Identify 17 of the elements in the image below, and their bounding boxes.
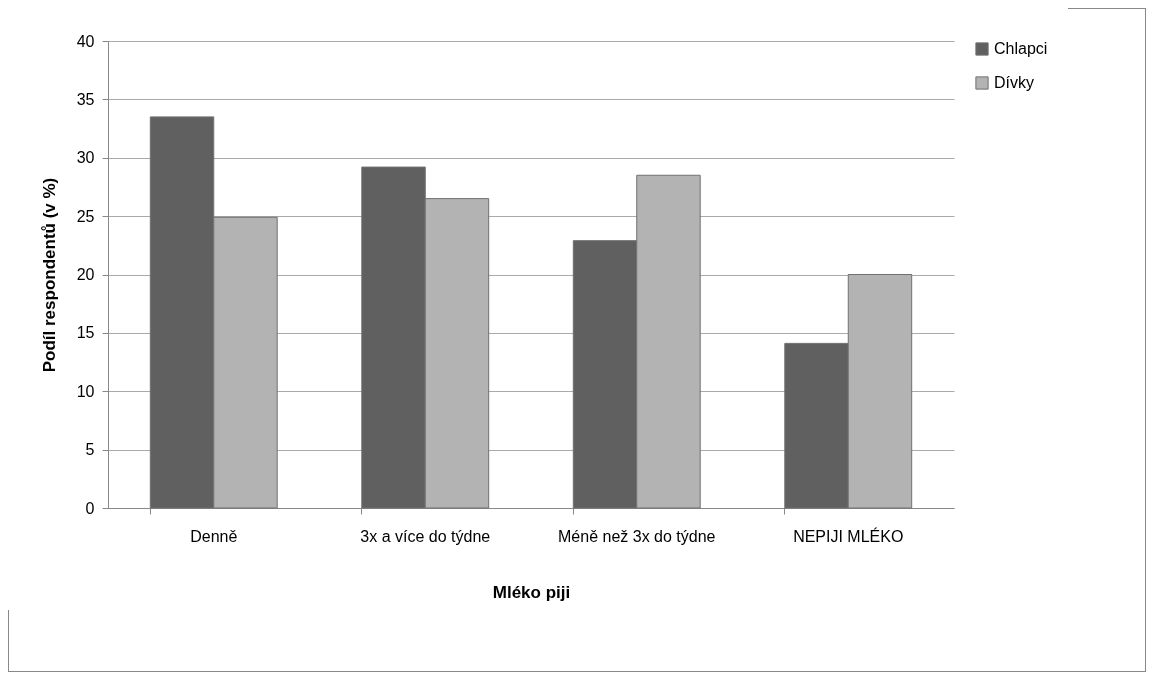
y-axis-title: Podíl respondentů (v %) — [39, 177, 59, 373]
x-axis-title: Mléko piji — [492, 582, 571, 602]
y-tick-label: 15 — [76, 324, 95, 342]
y-tick-label: 40 — [76, 32, 95, 50]
y-tick-label: 20 — [76, 266, 95, 283]
y-tick-label: 10 — [76, 382, 95, 400]
x-tick-label: Méně než 3x do týdne — [558, 527, 716, 545]
x-tick-label: Denně — [190, 527, 238, 545]
y-tick-label: 0 — [85, 499, 95, 517]
y-tick-label: 35 — [76, 90, 95, 108]
legend-label: Chlapci — [994, 40, 1048, 57]
legend-label: Dívky — [994, 74, 1034, 91]
y-tick-label: 5 — [85, 441, 95, 459]
x-tick-label: 3x a více do týdne — [360, 527, 491, 545]
y-tick-label: 30 — [76, 149, 95, 167]
x-tick-label: NEPIJI MLÉKO — [793, 526, 904, 545]
y-tick-label: 25 — [76, 207, 95, 225]
